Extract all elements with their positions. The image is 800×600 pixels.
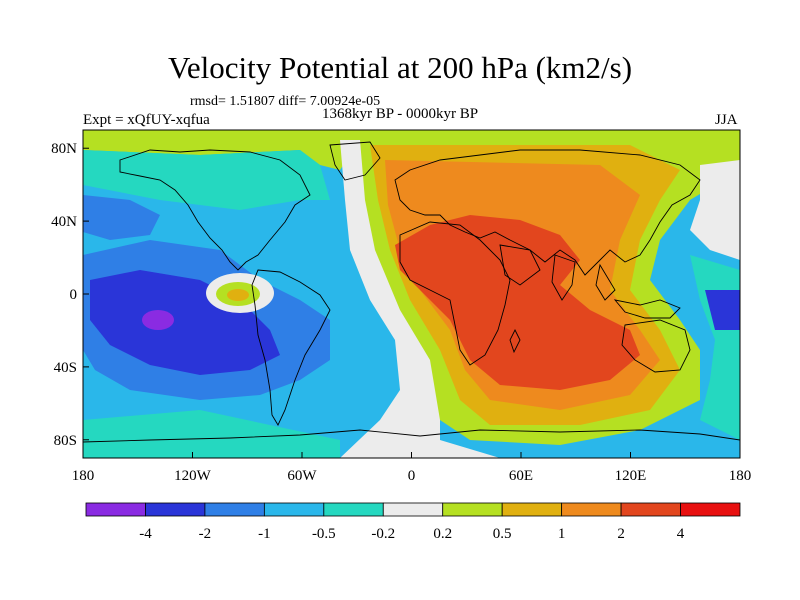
colorbar-label: -0.5 — [312, 526, 336, 542]
lat-tick-label: 40N — [51, 214, 77, 230]
contour-core-gold-pacific — [227, 289, 249, 301]
lon-tick-label: 0 — [408, 468, 416, 484]
contour-band-blue-northwest — [83, 195, 160, 240]
colorbar-swatch — [680, 502, 741, 517]
colorbar-label: -1 — [258, 526, 271, 542]
velocity-potential-field — [83, 130, 740, 458]
colorbar-swatch — [382, 502, 444, 517]
lon-tick-label: 180 — [729, 468, 752, 484]
colorbar-label: 1 — [558, 526, 566, 542]
lon-tick-label: 120W — [174, 468, 212, 484]
contour-core-darkblue-east — [705, 290, 740, 330]
lat-tick-label: 0 — [70, 287, 78, 303]
lat-tick-label: 80N — [51, 141, 77, 157]
coastlines — [83, 141, 740, 443]
colorbar-swatch — [442, 502, 503, 517]
season-label: JJA — [715, 112, 738, 128]
colorbar-label: 0.5 — [493, 526, 512, 542]
colorbar-swatch — [85, 502, 146, 517]
lon-tick-label: 60E — [509, 468, 533, 484]
experiment-label: Expt = xQfUY-xqfua — [83, 112, 210, 128]
lat-tick-label: 80S — [54, 433, 77, 449]
colorbar-label: -2 — [199, 526, 212, 542]
lon-tick-label: 60W — [287, 468, 317, 484]
colorbar-swatch — [204, 502, 265, 517]
colorbar-swatch — [145, 502, 206, 517]
lon-tick-label: 180 — [72, 468, 95, 484]
lon-ticks: 180 120W 60W 0 60E 120E 180 — [72, 452, 752, 484]
colorbar — [85, 502, 741, 517]
colorbar-labels: -4 -2 -1 -0.5 -0.2 0.2 0.5 1 2 4 — [139, 526, 685, 542]
lon-tick-label: 120E — [615, 468, 647, 484]
stats-line: rmsd= 1.51807 diff= 7.00924e-05 — [190, 94, 381, 109]
contour-band-cyan-south — [83, 410, 340, 458]
colorbar-label: 0.2 — [433, 526, 452, 542]
colorbar-swatch — [263, 502, 325, 517]
colorbar-label: 2 — [617, 526, 625, 542]
colorbar-swatch — [620, 502, 681, 517]
colorbar-label: 4 — [677, 526, 685, 542]
contour-band-cyan-north — [83, 150, 330, 210]
colorbar-swatch — [561, 502, 622, 517]
lat-tick-label: 40S — [54, 360, 77, 376]
colorbar-swatch — [501, 502, 563, 517]
contour-core-purple — [142, 310, 174, 330]
lat-ticks: 80N 40N 0 40S 80S — [51, 141, 89, 449]
colorbar-label: -4 — [139, 526, 152, 542]
contour-band-neutral-east — [690, 160, 740, 260]
colorbar-label: -0.2 — [371, 526, 395, 542]
contour-band-neutral-atlantic — [340, 140, 500, 458]
contour-band-red — [395, 215, 640, 390]
colorbar-swatch — [323, 502, 384, 517]
chart-title: Velocity Potential at 200 hPa (km2/s) — [167, 50, 633, 85]
period-line: 1368kyr BP - 0000kyr BP — [322, 106, 479, 122]
